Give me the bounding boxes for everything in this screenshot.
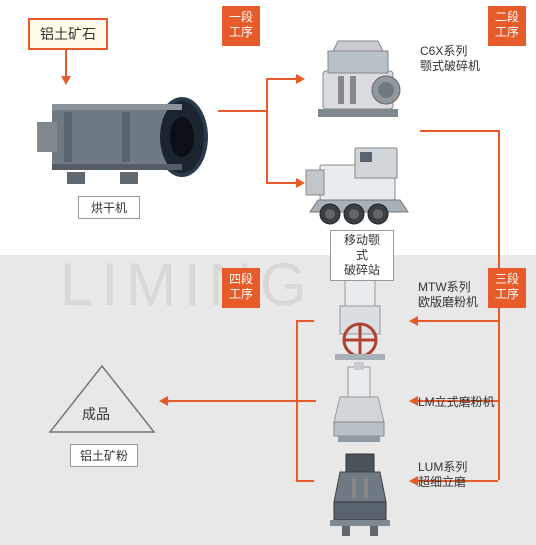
mobile-label-box: 移动颚式 破碎站 <box>330 230 394 281</box>
stage-tab-3: 三段 工序 <box>488 268 526 308</box>
input-material-box: 铝土矿石 <box>28 18 108 50</box>
arrow-to-jaw <box>266 78 296 80</box>
lm-label-1: LM立式磨粉机 <box>418 395 495 410</box>
jaw-label-1: C6X系列 <box>420 44 480 59</box>
mtw-label-2: 欧版磨粉机 <box>418 295 478 310</box>
product-label: 铝土矿粉 <box>80 449 128 463</box>
mtw-label: MTW系列 欧版磨粉机 <box>418 280 478 310</box>
input-material-label: 铝土矿石 <box>40 26 96 42</box>
lm-mill-machine <box>318 362 403 447</box>
stage-3-line2: 工序 <box>488 287 526 302</box>
mobile-label-2: 破碎站 <box>339 263 385 278</box>
stage-tab-4: 四段 工序 <box>222 268 260 308</box>
product-triangle <box>42 360 162 440</box>
arrow-s2-h <box>420 130 500 132</box>
stage-4-line1: 四段 <box>222 272 260 287</box>
arrow-to-jaw-head <box>296 74 305 84</box>
stage-1-line1: 一段 <box>222 10 260 25</box>
product-label-box: 铝土矿粉 <box>70 444 138 467</box>
mobile-jaw-machine <box>300 140 420 230</box>
jaw-crusher-machine <box>308 36 408 121</box>
arrow-to-mobile <box>266 182 296 184</box>
stage-2-line2: 工序 <box>488 25 526 40</box>
dryer-machine <box>22 82 212 192</box>
stage-2-line1: 二段 <box>488 10 526 25</box>
lm-label: LM立式磨粉机 <box>418 395 495 410</box>
arrow-mtw-out <box>296 320 314 322</box>
arrow-to-mtw-head <box>409 316 418 326</box>
dryer-label-box: 烘干机 <box>78 196 140 219</box>
mtw-mill-machine <box>315 268 405 363</box>
mobile-label-1: 移动颚式 <box>339 233 385 263</box>
lum-mill-machine <box>316 450 406 540</box>
arrow-input-dryer <box>65 46 67 76</box>
stage-1-line2: 工序 <box>222 25 260 40</box>
arrow-dryer-split-v2 <box>266 110 268 184</box>
arrow-lm-out <box>296 400 316 402</box>
stage-3-line1: 三段 <box>488 272 526 287</box>
arrow-to-mtw <box>418 320 498 322</box>
arrow-to-lum-head <box>409 476 418 486</box>
arrow-to-product <box>168 400 298 402</box>
dryer-label: 烘干机 <box>91 201 127 215</box>
lum-label: LUM系列 超细立磨 <box>418 460 467 490</box>
stage-4-line2: 工序 <box>222 287 260 302</box>
mtw-label-1: MTW系列 <box>418 280 478 295</box>
watermark-text: LIMING <box>60 250 315 319</box>
jaw-label-2: 颚式破碎机 <box>420 59 480 74</box>
stage-tab-2: 二段 工序 <box>488 6 526 46</box>
product-triangle-text: 成品 <box>82 404 110 424</box>
lum-label-2: 超细立磨 <box>418 475 467 490</box>
jaw-label: C6X系列 颚式破碎机 <box>420 44 480 74</box>
arrow-to-lm-head <box>409 396 418 406</box>
arrow-dryer-split-h <box>218 110 268 112</box>
stage-tab-1: 一段 工序 <box>222 6 260 46</box>
arrow-lum-out <box>296 480 314 482</box>
lum-label-1: LUM系列 <box>418 460 467 475</box>
